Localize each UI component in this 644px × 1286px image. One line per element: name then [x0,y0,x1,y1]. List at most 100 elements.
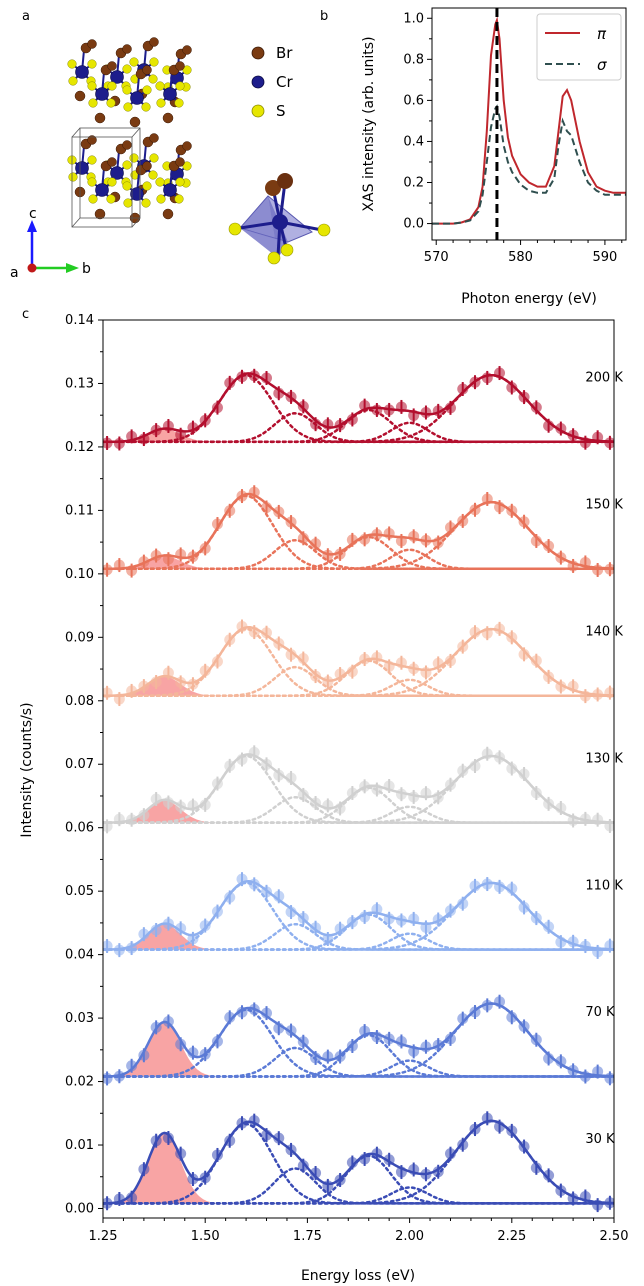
br-atom [107,157,117,167]
data-point [334,1174,346,1186]
data-point [150,550,162,562]
fit-total-line [103,372,614,444]
data-point [481,627,493,639]
data-point [518,391,530,403]
data-point [494,1121,506,1133]
data-point [273,890,285,902]
data-point [481,999,493,1011]
br-atom [175,157,185,167]
data-point [273,1132,285,1144]
data-point [199,665,211,677]
temperature-label: 70 K [585,1005,615,1020]
data-point [457,641,469,653]
legend-sigma-label: σ [597,56,607,74]
data-point [187,678,199,690]
data-point [567,814,579,826]
s-atom [174,98,184,108]
rixs-ytick-label: 0.14 [65,313,94,328]
crystal-layer-top [67,37,192,128]
data-point [567,936,579,948]
xas-ytick-label: 0.4 [403,134,424,149]
data-point [150,424,162,436]
data-point [175,429,187,441]
data-point [310,1167,322,1179]
data-point [481,493,493,505]
data-point [199,920,211,932]
data-point [346,787,358,799]
data-point [383,913,395,925]
data-point [592,1199,604,1211]
temperature-label: 200 K [585,371,623,386]
data-point [408,1163,420,1175]
data-point [261,501,273,513]
cr-legend-marker [251,75,265,89]
data-point [457,383,469,395]
data-point [199,1172,211,1184]
cr-atom [130,187,144,201]
s-atom [149,153,159,163]
data-point [444,1148,456,1160]
rixs-frame [102,319,615,1219]
data-point [359,911,371,923]
xas-chart: 570 580 590 0.0 0.2 0.4 0.6 0.8 1.0 Photon energ… [361,7,627,307]
data-point [604,1197,614,1209]
s-atom [107,177,117,187]
s-atom [67,59,77,69]
data-point [113,559,125,571]
data-point [457,1139,469,1151]
data-point [543,540,555,552]
data-point [481,878,493,890]
data-point [297,1160,309,1172]
data-point [530,1162,542,1174]
rixs-ytick-label: 0.09 [65,630,94,645]
data-point [518,1141,530,1153]
rixs-ytick-label: 0.01 [65,1138,94,1153]
data-point [395,535,407,547]
data-point [359,653,371,665]
data-point [506,382,518,394]
data-point [322,1051,334,1063]
data-point [567,680,579,692]
data-point [322,676,334,688]
rixs-ytick-label: 0.13 [65,376,94,391]
data-point [187,800,199,812]
data-point [334,668,346,680]
data-point [359,400,371,412]
data-point [126,814,138,826]
data-point [592,946,604,958]
data-point [150,1021,162,1033]
data-point [567,1192,579,1204]
magnon-peak-fill [103,556,214,569]
data-point [211,655,223,667]
br-atom [162,208,174,220]
data-point [162,420,174,432]
data-point [346,1040,358,1052]
data-point [285,772,297,784]
data-point [285,391,297,403]
data-point [444,402,456,414]
xas-ytick-label: 1.0 [403,11,424,26]
data-point [103,1072,113,1084]
data-point [248,370,260,382]
data-point [273,769,285,781]
data-point [285,516,297,528]
data-point [297,789,309,801]
data-point [383,660,395,672]
data-point [224,760,236,772]
s-atom [106,194,116,204]
xas-plot-area [432,8,626,240]
s-atom [156,98,166,108]
data-point [297,653,309,665]
data-point [261,627,273,639]
data-point [346,413,358,425]
data-point [162,667,174,679]
data-point [371,1031,383,1043]
rixs-ytick-label: 0.06 [65,821,94,836]
data-point [224,377,236,389]
s-atom [141,102,151,112]
data-point [420,921,432,933]
cr-atom [75,65,89,79]
xas-ylabel: XAS intensity (arb. units) [361,36,377,211]
s-atom [123,102,133,112]
data-point [481,1112,493,1124]
